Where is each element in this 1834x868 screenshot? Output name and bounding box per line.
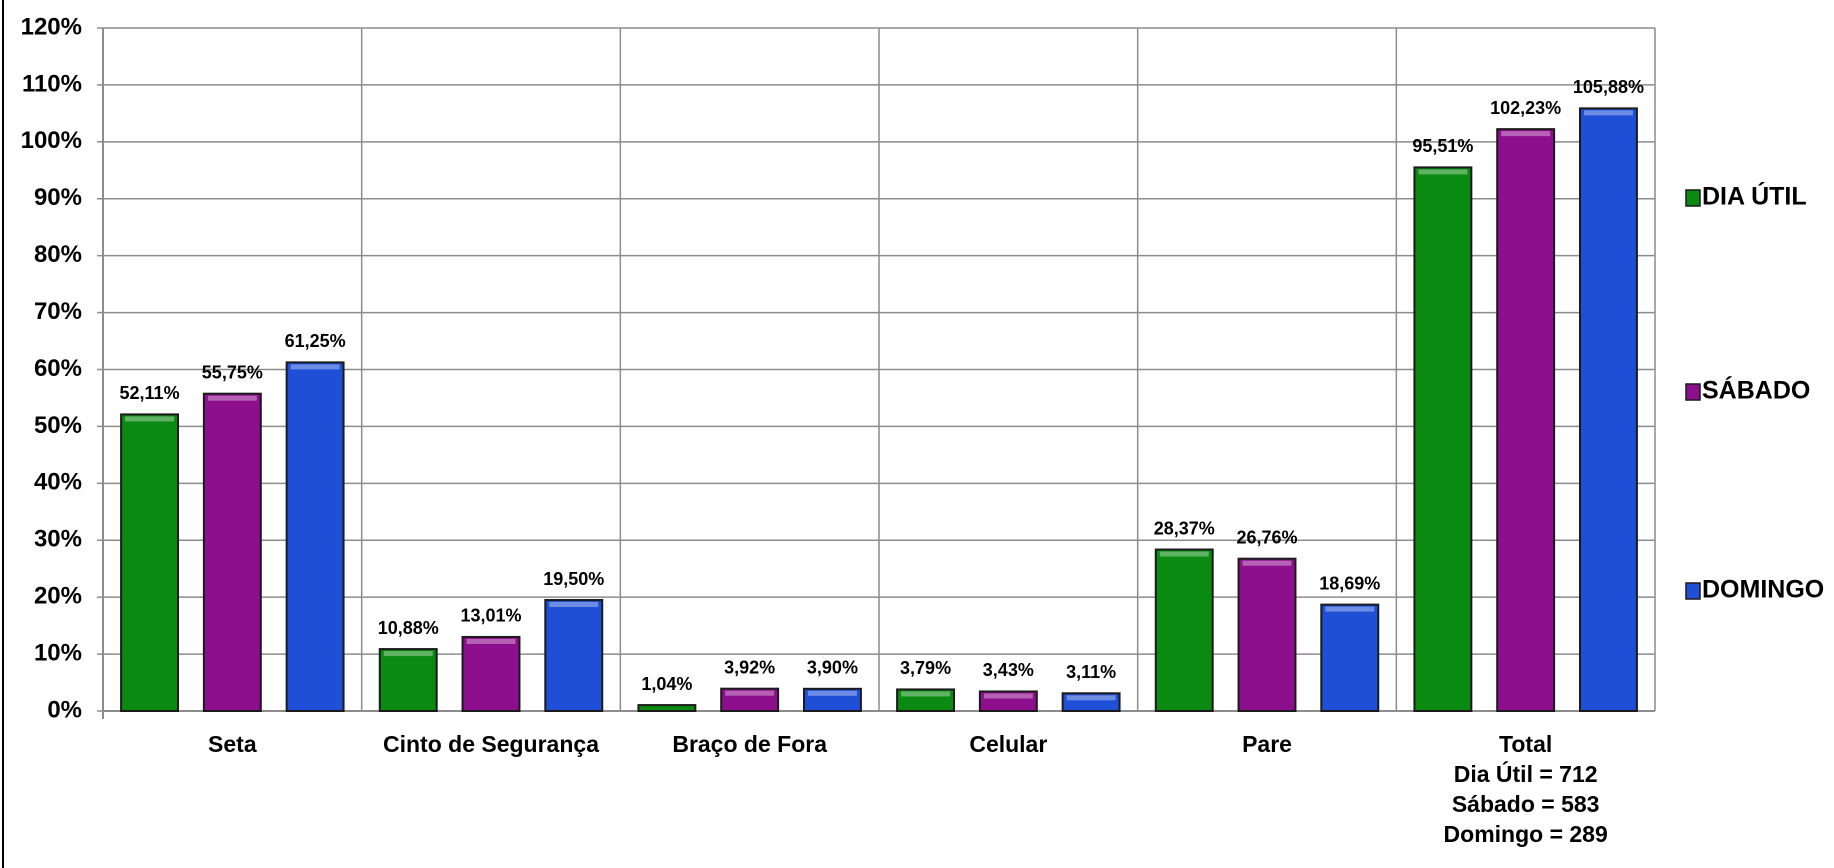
- x-tick-label: Cinto de Segurança: [383, 731, 599, 757]
- bar-highlight: [901, 691, 951, 697]
- x-tick-label: Celular: [969, 731, 1048, 757]
- bar-highlight: [1501, 131, 1551, 137]
- x-tick-label: Total Dia Útil = 712 Sábado = 583 Doming…: [1443, 731, 1608, 847]
- legend-swatch: [1685, 582, 1701, 600]
- data-label: 19,50%: [543, 569, 604, 589]
- data-label: 26,76%: [1236, 527, 1297, 547]
- legend-swatch: [1685, 383, 1701, 401]
- y-tick-label: 30%: [34, 526, 82, 553]
- data-label: 95,51%: [1412, 136, 1473, 156]
- bar-highlight: [1325, 606, 1375, 612]
- bar: [978, 690, 1038, 713]
- data-label: 18,69%: [1319, 573, 1380, 593]
- y-tick-label: 100%: [21, 127, 82, 154]
- bar: [285, 361, 345, 712]
- y-tick-label: 10%: [34, 639, 82, 666]
- legend-label: DOMINGO: [1702, 576, 1824, 604]
- bar: [1154, 548, 1214, 712]
- bar-highlight: [383, 651, 433, 657]
- bar-highlight: [549, 602, 599, 608]
- data-label: 105,88%: [1573, 77, 1644, 97]
- bar-highlight: [1159, 551, 1209, 557]
- data-label: 3,92%: [724, 657, 775, 677]
- bar-highlight: [725, 690, 775, 696]
- legend-label: DIA ÚTIL: [1702, 181, 1807, 211]
- y-tick-label: 90%: [34, 184, 82, 211]
- legend-swatch: [1685, 189, 1701, 207]
- bar: [120, 413, 180, 712]
- bar: [896, 688, 956, 713]
- y-tick-label: 0%: [47, 696, 82, 723]
- y-tick-label: 20%: [34, 583, 82, 610]
- bar: [461, 635, 521, 712]
- bar-highlight: [290, 364, 340, 370]
- data-label: 61,25%: [285, 331, 346, 351]
- data-label: 3,90%: [807, 658, 858, 678]
- y-tick-label: 60%: [34, 355, 82, 382]
- bar: [1496, 128, 1556, 712]
- data-label: 1,04%: [641, 674, 692, 694]
- y-tick-label: 80%: [34, 241, 82, 268]
- bar: [1061, 692, 1121, 712]
- y-tick-label: 110%: [22, 70, 82, 97]
- y-tick-label: 50%: [34, 412, 82, 439]
- bar-highlight: [125, 416, 175, 422]
- data-label: 55,75%: [202, 362, 263, 382]
- x-tick-label: Seta: [208, 731, 257, 757]
- bar: [637, 704, 697, 713]
- data-label: 13,01%: [460, 606, 521, 626]
- bar-highlight: [466, 638, 516, 644]
- bar: [802, 687, 862, 712]
- bar: [1413, 166, 1473, 712]
- data-label: 10,88%: [378, 618, 439, 638]
- bar: [1578, 107, 1638, 712]
- bar-highlight: [207, 395, 257, 401]
- bar-highlight: [1242, 560, 1292, 566]
- bar-highlight: [1418, 169, 1468, 175]
- bar: [544, 599, 604, 713]
- bar-highlight: [807, 690, 857, 696]
- data-label: 3,11%: [1066, 662, 1116, 682]
- x-tick-label: Pare: [1242, 731, 1292, 757]
- y-tick-label: 70%: [34, 298, 82, 325]
- bar-highlight: [983, 693, 1033, 699]
- bar-highlight: [1066, 695, 1116, 701]
- data-label: 3,79%: [900, 658, 951, 678]
- legend-label: SÁBADO: [1702, 376, 1810, 405]
- data-label: 102,23%: [1490, 98, 1561, 118]
- x-tick-label: Braço de Fora: [672, 731, 827, 757]
- y-tick-label: 120%: [21, 13, 82, 40]
- bar: [1320, 603, 1380, 712]
- data-label: 52,11%: [120, 383, 180, 403]
- bar: [202, 392, 262, 712]
- data-label: 3,43%: [983, 660, 1034, 680]
- bar: [1237, 557, 1297, 712]
- data-label: 28,37%: [1154, 518, 1215, 538]
- bar: [720, 687, 780, 712]
- bar: [378, 648, 438, 712]
- y-tick-label: 40%: [34, 469, 82, 496]
- bar-highlight: [1583, 110, 1633, 116]
